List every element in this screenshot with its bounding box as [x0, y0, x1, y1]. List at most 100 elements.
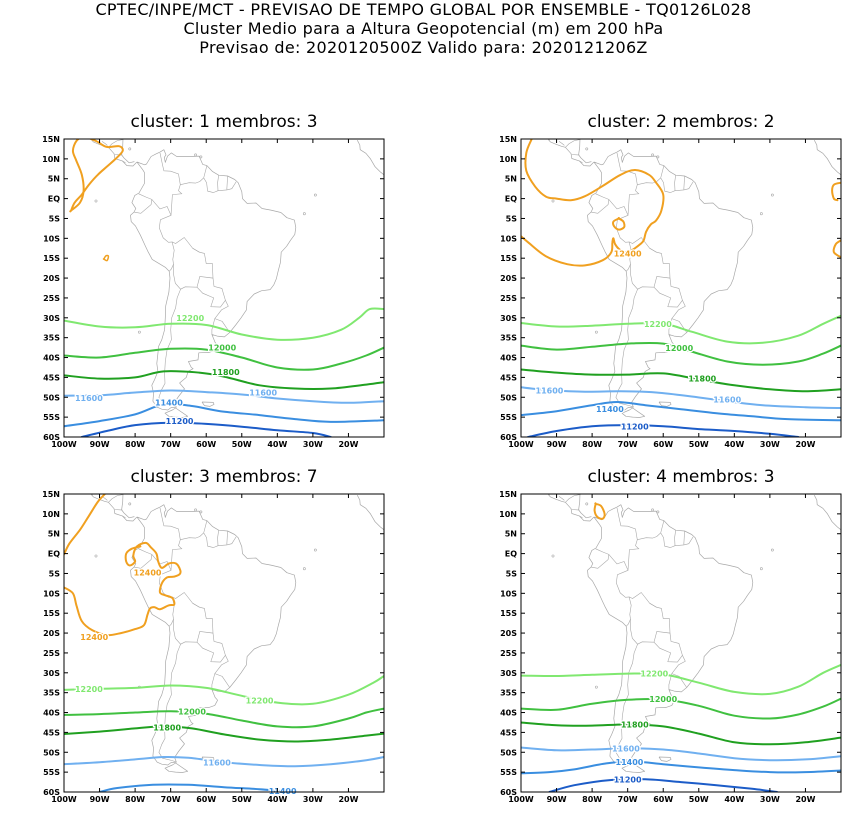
x-tick-label: 100W: [508, 795, 534, 804]
x-tick-label: 20W: [795, 795, 815, 804]
y-tick-label: 10S: [500, 234, 517, 243]
y-tick-label: 25S: [500, 649, 517, 658]
island: [137, 330, 141, 334]
y-tick-label: 5S: [49, 569, 61, 578]
contour-12000: [521, 697, 841, 720]
contour-label: 12400: [80, 633, 108, 642]
contour-11400: [98, 783, 293, 792]
island: [94, 199, 98, 203]
island: [656, 155, 660, 159]
contour-11600: [521, 386, 841, 409]
contour-11800: [521, 721, 841, 746]
contour-12400: [64, 494, 106, 556]
y-tick-label: 25S: [43, 649, 60, 658]
x-tick-label: 100W: [51, 795, 77, 804]
y-tick-label: EQ: [48, 550, 60, 559]
y-tick-label: 35S: [43, 689, 60, 698]
contour-11400: [64, 402, 384, 428]
x-tick-label: 40W: [724, 440, 744, 449]
x-tick-label: 70W: [618, 440, 638, 449]
cluster-4-title: cluster: 4 membros: 3: [587, 467, 775, 487]
x-tick-label: 60W: [653, 440, 673, 449]
cluster-3-title: cluster: 3 membros: 7: [130, 467, 318, 487]
y-tick-label: 40S: [43, 709, 60, 718]
y-tick-label: 15N: [42, 135, 60, 144]
y-tick-label: 55S: [43, 413, 60, 422]
contour-label: 11400: [616, 758, 644, 767]
x-tick-label: 50W: [689, 440, 709, 449]
y-tick-label: 45S: [43, 373, 60, 382]
x-tick-label: 70W: [161, 440, 181, 449]
x-tick-label: 20W: [795, 440, 815, 449]
y-tick-label: 50S: [500, 748, 517, 757]
contour-label: 12200: [75, 685, 103, 694]
y-tick-label: 25S: [500, 294, 517, 303]
y-tick-label: 5N: [505, 175, 517, 184]
x-tick-label: 30W: [303, 440, 323, 449]
y-tick-label: 30S: [43, 669, 60, 678]
y-tick-label: 5S: [506, 214, 518, 223]
y-tick-label: 10N: [499, 155, 517, 164]
contour-12000: [64, 707, 384, 729]
y-tick-label: EQ: [505, 195, 517, 204]
contour-12400: [521, 139, 665, 267]
x-tick-label: 90W: [547, 795, 567, 804]
x-tick-label: 20W: [338, 440, 358, 449]
country-borders: [548, 494, 694, 763]
country-borders: [548, 139, 694, 408]
y-tick-label: 60S: [43, 433, 60, 442]
contour-label: 12000: [649, 695, 677, 704]
y-tick-label: 35S: [500, 689, 517, 698]
x-tick-label: 80W: [582, 440, 602, 449]
contour-11400: [521, 760, 841, 775]
contour-label: 12000: [665, 344, 693, 353]
island: [759, 212, 763, 216]
y-tick-label: EQ: [48, 195, 60, 204]
island: [585, 147, 589, 151]
contour-12000: [64, 346, 384, 371]
contour-label: 11800: [621, 720, 649, 729]
cluster-1-title: cluster: 1 membros: 3: [130, 112, 318, 132]
contour-12200: [521, 314, 841, 345]
y-tick-label: 40S: [43, 354, 60, 363]
cluster-3-map: 12400 12400 12200 12200 12000 11800 11600 11400…: [42, 490, 385, 804]
island: [656, 510, 660, 514]
header-line-2: Cluster Medio para a Altura Geopotencial…: [183, 19, 664, 38]
map-frame: [520, 493, 842, 793]
x-tick-label: 80W: [125, 795, 145, 804]
contour-12400: [69, 139, 124, 213]
contour-label: 11400: [596, 405, 624, 414]
contour-label: 12200: [644, 320, 672, 329]
contour-11200: [527, 424, 800, 437]
island: [194, 508, 197, 512]
cluster-1-map: 12200 12000 11800 11600 11600 11400 11200 15N 10…: [42, 135, 385, 449]
contour-label: 12000: [208, 344, 236, 353]
y-tick-label: 55S: [43, 768, 60, 777]
y-tick-label: 45S: [500, 373, 517, 382]
coastline: [90, 494, 384, 773]
contour-label: 11600: [203, 759, 231, 768]
contour-11800: [64, 370, 384, 390]
cluster-4-panel: 12200 12000 11800 11600 11400 11200 15N 10N 5N EQ…: [457, 467, 842, 827]
map-frame: [63, 138, 385, 438]
contour-label: 12400: [614, 249, 642, 258]
y-tick-label: 50S: [500, 393, 517, 402]
x-tick-label: 50W: [232, 795, 252, 804]
x-tick-label: 60W: [653, 795, 673, 804]
y-tick-label: 10S: [43, 589, 60, 598]
y-tick-label: 15S: [500, 254, 517, 263]
y-tick-label: 15S: [43, 254, 60, 263]
contour-12200: [64, 307, 384, 341]
map-frame: [520, 138, 842, 438]
y-tick-label: 30S: [500, 314, 517, 323]
island: [651, 508, 654, 512]
island: [585, 502, 589, 506]
y-tick-label: 10N: [42, 510, 60, 519]
contour-label: 11800: [212, 368, 240, 377]
contour-11800: [64, 725, 384, 743]
y-tick-label: 5N: [48, 175, 60, 184]
x-tick-label: 20W: [338, 795, 358, 804]
contour-label: 11400: [155, 398, 183, 407]
island: [594, 330, 598, 334]
coastline: [547, 139, 841, 418]
